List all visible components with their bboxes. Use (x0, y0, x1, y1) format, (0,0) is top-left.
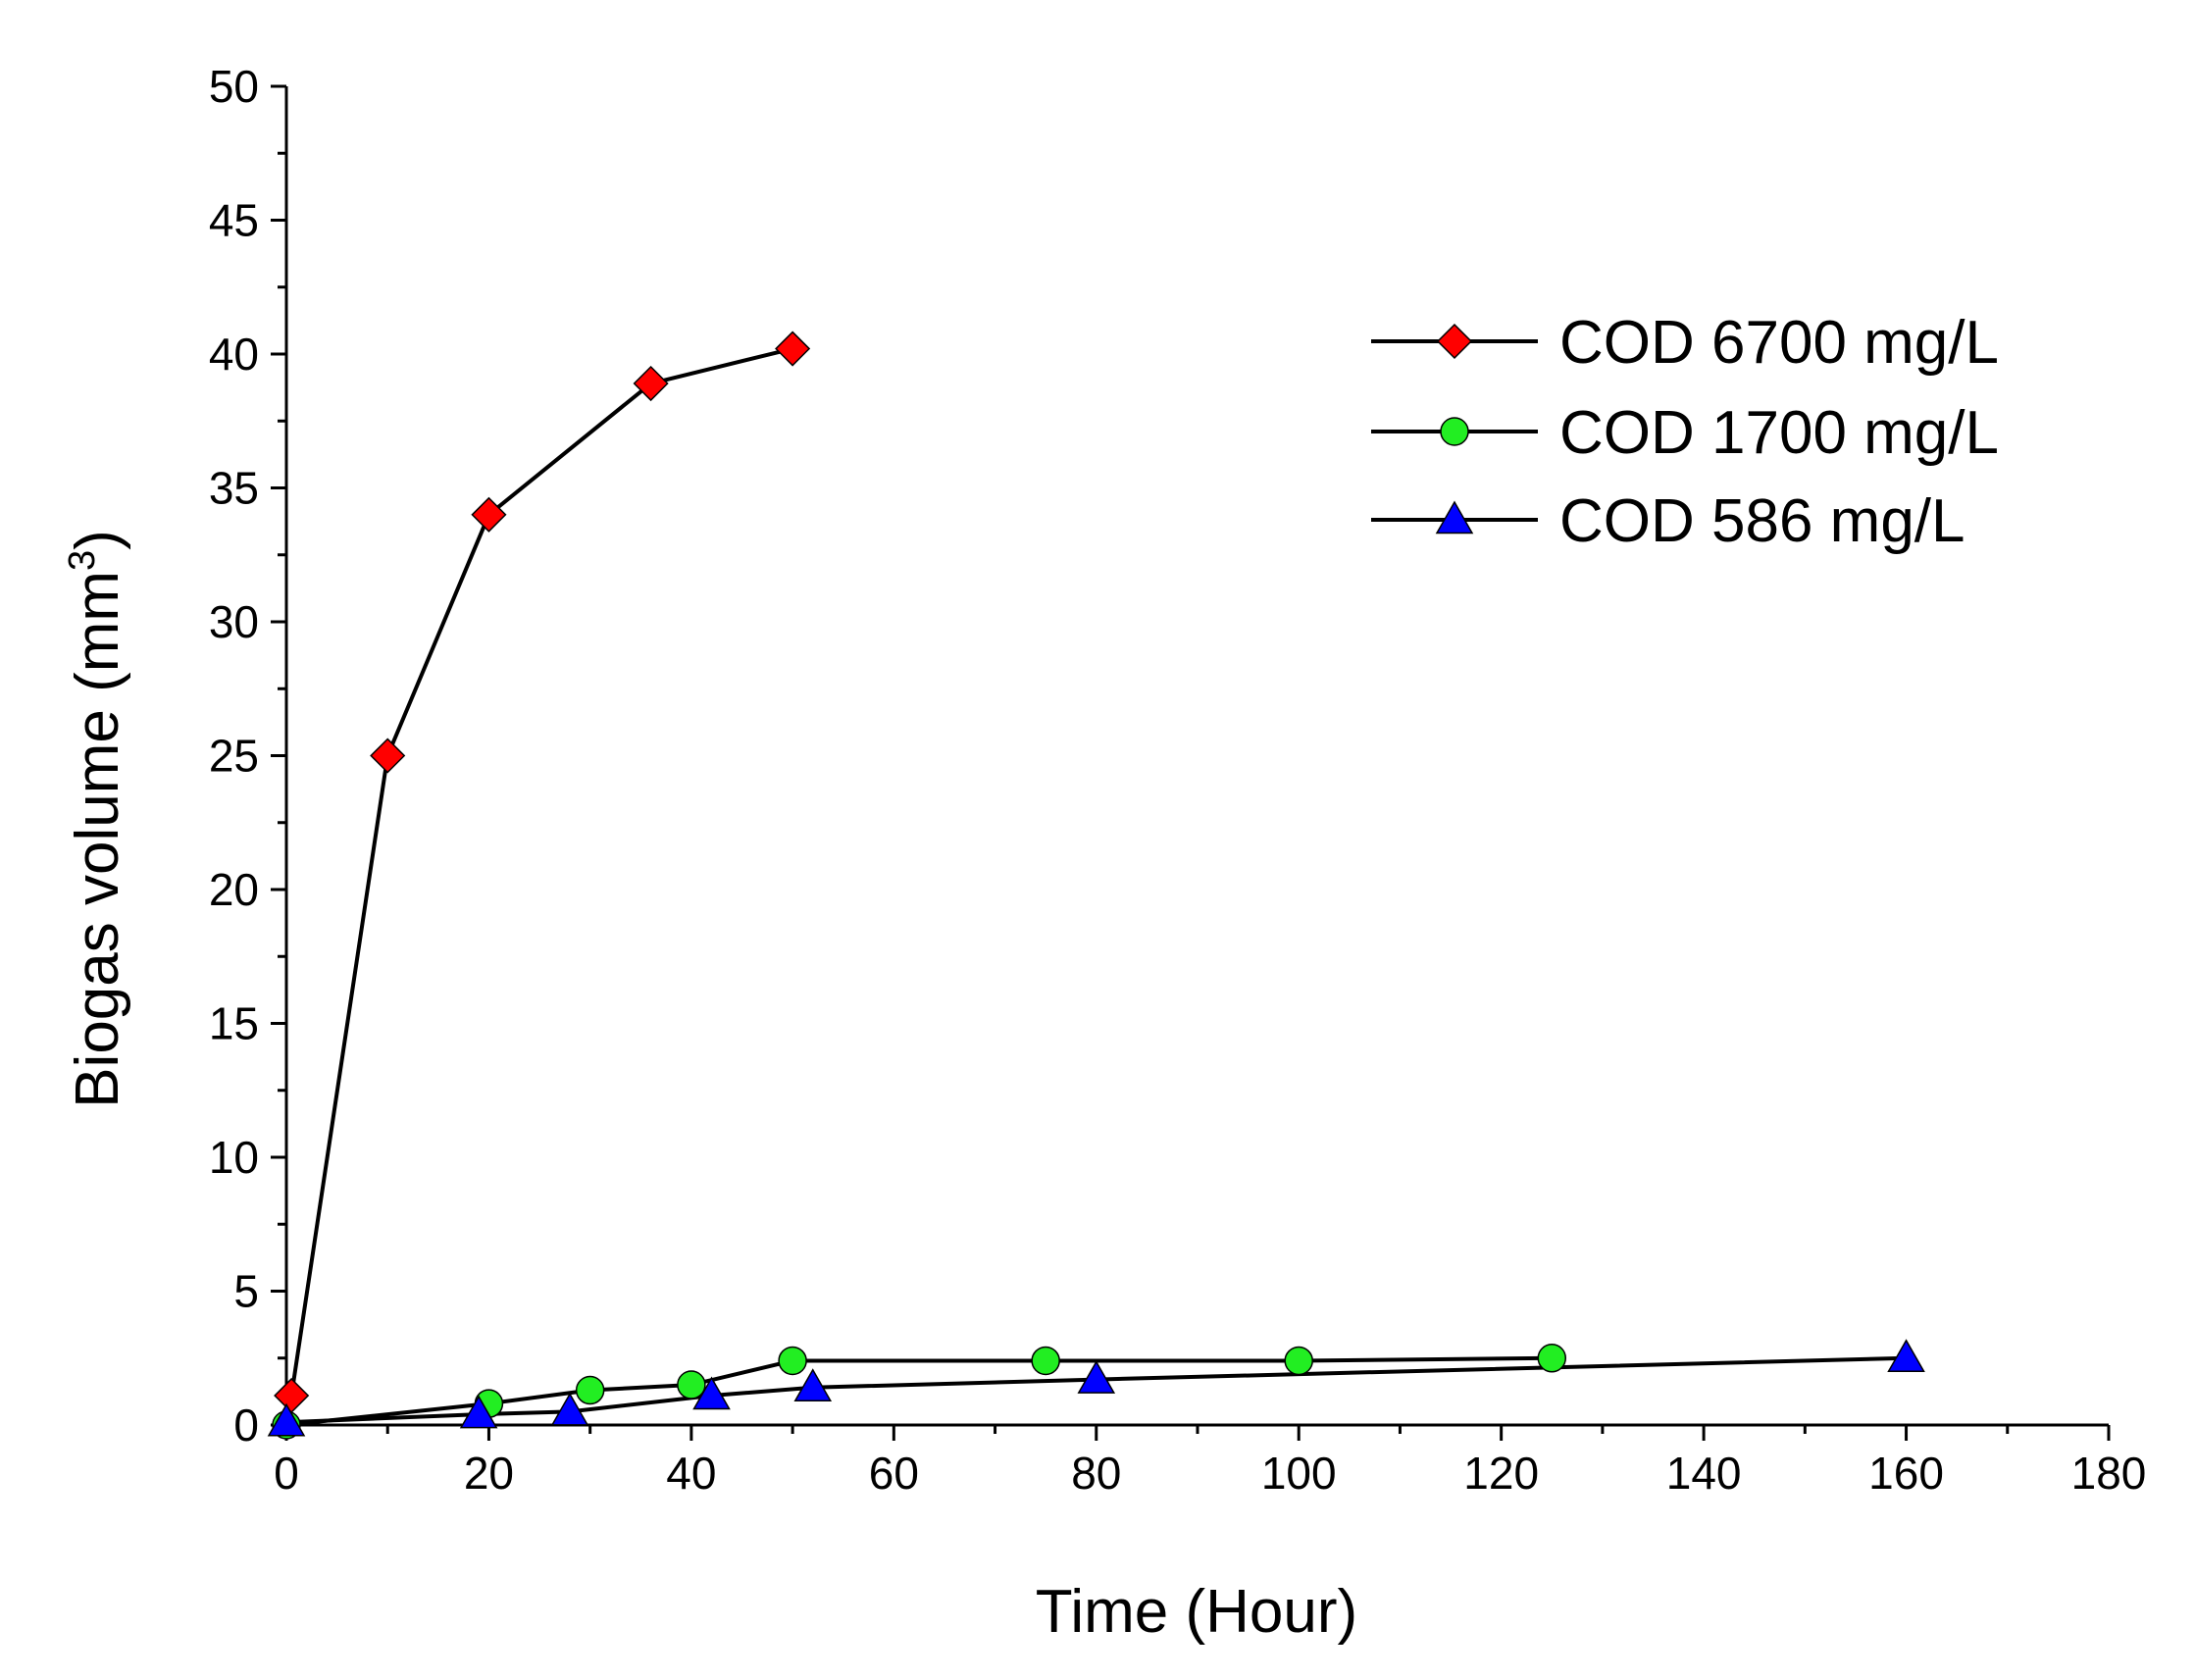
y-tick-label: 50 (209, 61, 259, 112)
data-point-triangle (1077, 1360, 1116, 1394)
x-tick-label: 40 (666, 1448, 716, 1499)
y-tick-label: 0 (233, 1400, 259, 1451)
data-point-diamond (274, 1377, 310, 1414)
y-axis-title-close: ) (64, 530, 131, 550)
legend: COD 6700 mg/L COD 1700 mg/L COD 586 mg/L (1371, 309, 1999, 555)
y-tick-label: 30 (209, 596, 259, 647)
x-tick-label: 0 (274, 1448, 299, 1499)
y-tick-label: 5 (233, 1266, 259, 1317)
series-line-circle (285, 1355, 1553, 1427)
data-point-circle (1284, 1346, 1313, 1376)
x-tick-label: 80 (1071, 1448, 1121, 1499)
data-point-triangle (550, 1392, 589, 1426)
data-point-diamond (775, 331, 811, 367)
data-point-diamond (471, 496, 507, 533)
data-point-triangle (692, 1376, 731, 1410)
y-axis-title-superscript: 3 (62, 550, 103, 571)
legend-label: COD 6700 mg/L (1559, 309, 1999, 377)
x-tick-label: 180 (2071, 1448, 2147, 1499)
data-point-circle (778, 1346, 807, 1376)
axes (284, 86, 2109, 1427)
x-tick-label: 100 (1261, 1448, 1337, 1499)
data-point-diamond (633, 365, 669, 402)
legend-label: COD 1700 mg/L (1559, 399, 1999, 467)
data-point-circle (1031, 1346, 1060, 1376)
y-tick-label: 35 (209, 463, 259, 514)
x-tick-label: 20 (464, 1448, 514, 1499)
x-tick-label: 60 (869, 1448, 919, 1499)
y-axis-title: Biogas volume (mm3) (62, 530, 131, 1108)
legend-marker-diamond (1436, 323, 1473, 360)
x-tick-label: 140 (1666, 1448, 1742, 1499)
data-point-triangle (459, 1395, 498, 1429)
data-point-triangle (793, 1368, 833, 1402)
y-tick-label: 25 (209, 731, 259, 782)
data-point-triangle (1887, 1339, 1925, 1372)
y-axis-title-main: Biogas volume (mm (64, 571, 131, 1108)
y-tick-label: 10 (209, 1132, 259, 1183)
data-point-circle (1537, 1344, 1567, 1373)
legend-marker-triangle (1435, 500, 1474, 535)
series-line-diamond (289, 346, 793, 1397)
tick-labels: 0 20 40 60 80 100 120 140 160 180 0 5 10 15 20 25 30 35 40… (209, 61, 2147, 1499)
legend-marker-circle (1440, 417, 1469, 446)
data-point-diamond (370, 738, 406, 774)
legend-label: COD 586 mg/L (1559, 487, 1965, 555)
data-point-circle (677, 1370, 706, 1400)
data-point-circle (575, 1375, 605, 1405)
x-axis-title: Time (Hour) (1036, 1578, 1357, 1646)
x-tick-label: 120 (1463, 1448, 1539, 1499)
data-point-triangle (267, 1402, 306, 1437)
x-tick-label: 160 (1868, 1448, 1944, 1499)
series-markers (267, 331, 1925, 1440)
y-tick-label: 45 (209, 195, 259, 246)
y-tick-label: 20 (209, 864, 259, 915)
tick-marks (271, 84, 2111, 1441)
y-tick-label: 15 (209, 998, 259, 1049)
y-tick-label: 40 (209, 329, 259, 380)
